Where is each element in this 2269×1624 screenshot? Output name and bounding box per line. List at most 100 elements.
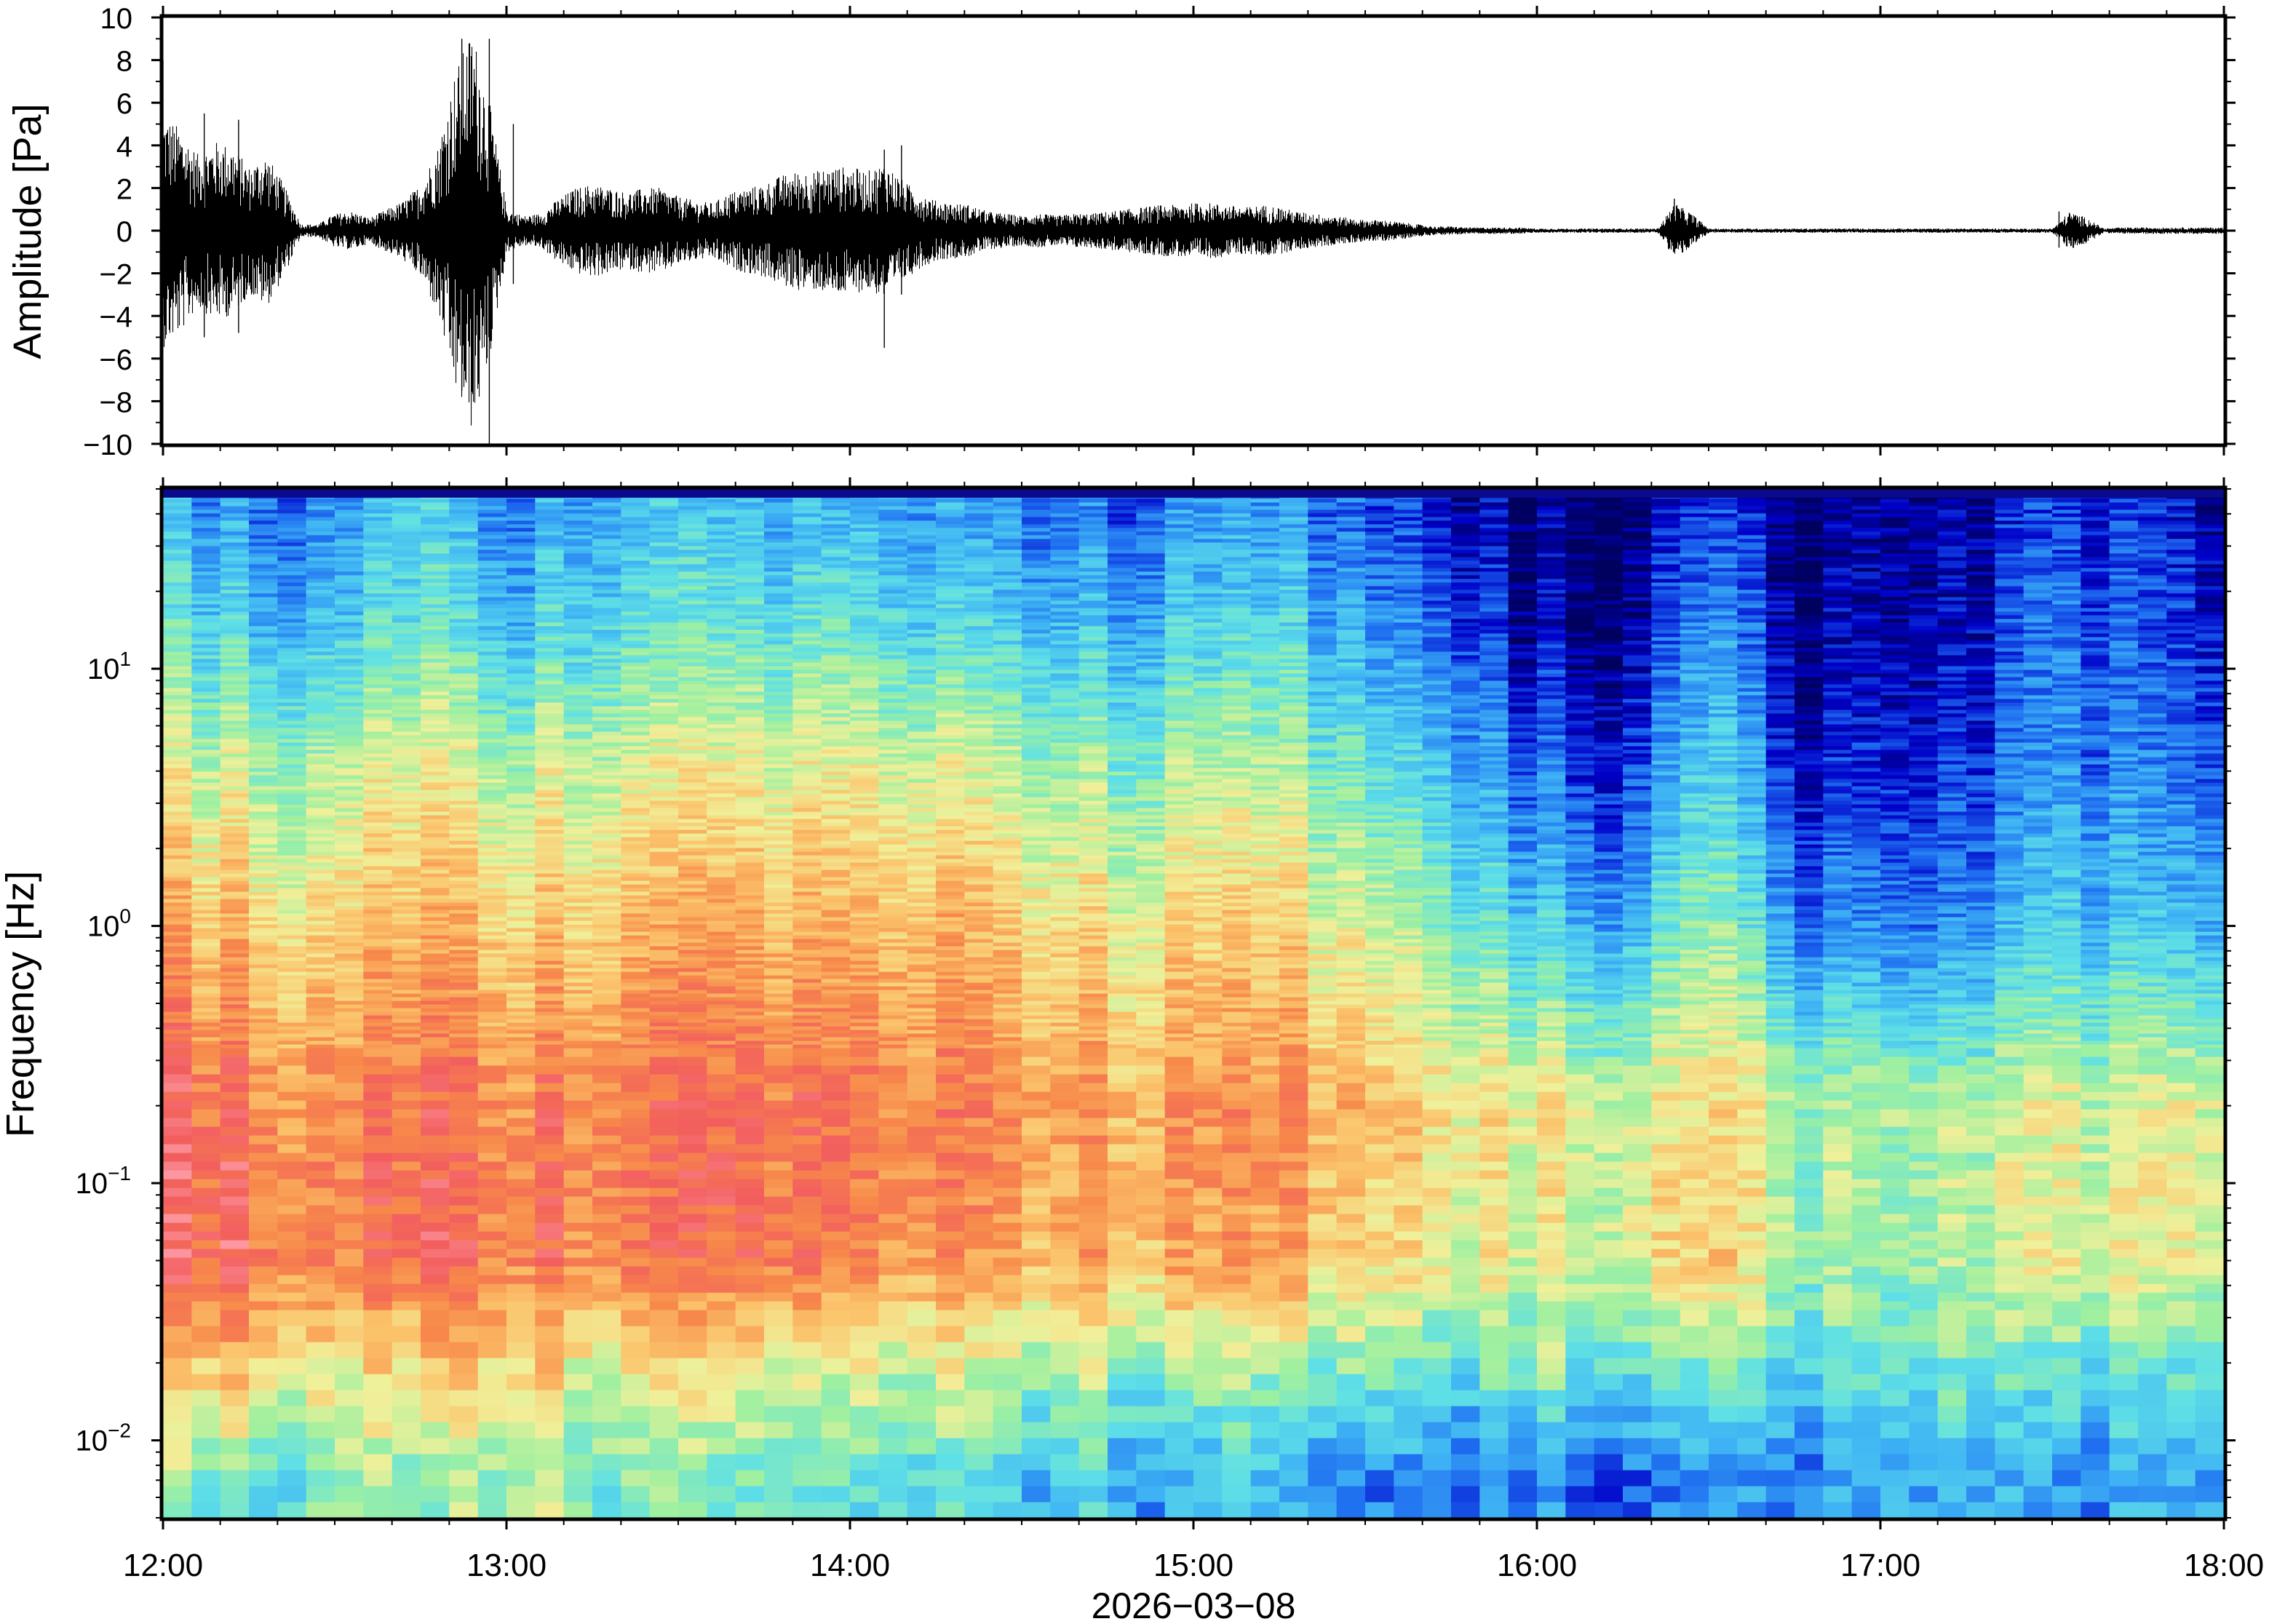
spectrogram-cell [735, 1026, 765, 1030]
spectrogram-cell [392, 757, 421, 761]
spectrogram-cell [421, 538, 450, 543]
spectrogram-cell [563, 531, 593, 536]
spectrogram-cell [449, 648, 479, 652]
spectrogram-cell [249, 608, 278, 612]
spectrogram-cell [678, 975, 707, 979]
spectrogram-cell [449, 786, 479, 790]
spectrogram-cell [449, 673, 479, 677]
spectrogram-cell [249, 1438, 278, 1454]
spectrogram-cell [249, 517, 278, 521]
spectrogram-cell [621, 615, 651, 619]
spectrogram-cell [363, 1454, 393, 1470]
spectrogram-cell [249, 757, 278, 761]
spectrogram-cell [335, 1342, 364, 1358]
spectrogram-cell [850, 968, 879, 972]
spectrogram-cell [506, 1292, 536, 1302]
spectrogram-cell [220, 1301, 250, 1310]
spectrogram-cell [477, 531, 507, 536]
spectrogram-cell [477, 582, 507, 586]
spectrogram-cell [649, 877, 679, 881]
spectrogram-cell [735, 1044, 765, 1048]
spectrogram-cell [506, 669, 536, 674]
spectrogram-cell [335, 553, 364, 557]
spectrogram-cell [506, 517, 536, 521]
spectrogram-cell [649, 833, 679, 837]
spectrogram-cell [449, 557, 479, 561]
spectrogram-cell [592, 728, 621, 732]
spectrogram-cell [621, 684, 651, 688]
spectrogram-cell [792, 538, 822, 543]
spectrogram-cell [335, 1026, 364, 1030]
spectrogram-cell [163, 731, 192, 736]
spectrogram-cell [163, 1161, 192, 1171]
spectrogram-cell [649, 655, 679, 659]
spectrogram-cell [735, 600, 765, 605]
spectrogram-cell [735, 731, 765, 736]
spectrogram-cell [535, 829, 565, 834]
spectrogram-cell [621, 535, 651, 539]
spectrogram-cell [191, 728, 221, 732]
spectrogram-cell [792, 1358, 822, 1374]
spectrogram-cell [392, 771, 421, 776]
spectrogram-cell [649, 1083, 679, 1092]
spectrogram-cell [191, 724, 221, 728]
spectrogram-cell [707, 986, 736, 990]
spectrogram-cell [449, 979, 479, 983]
spectrogram-cell [392, 1301, 421, 1310]
spectrogram-cell [649, 1030, 679, 1034]
spectrogram-cell [392, 906, 421, 910]
spectrogram-cell [277, 640, 307, 645]
spectrogram-cell [563, 902, 593, 907]
spectrogram-cell [764, 1196, 793, 1206]
spectrogram-cell [306, 1438, 335, 1454]
spectrogram-cell [735, 513, 765, 517]
spectrogram-cell [306, 618, 335, 623]
spectrogram-cell [392, 553, 421, 557]
spectrogram-cell [563, 717, 593, 721]
spectrogram-cell [249, 1187, 278, 1197]
spectrogram-cell [592, 837, 621, 841]
spectrogram-cell [421, 1249, 450, 1258]
spectrogram-cell [764, 1118, 793, 1127]
spectrogram-cell [191, 546, 221, 550]
spectrogram-cell [477, 669, 507, 674]
spectrogram-cell [735, 855, 765, 859]
spectrogram-cell [621, 1266, 651, 1275]
spectrogram-cell [163, 804, 192, 808]
spectrogram-cell [764, 1249, 793, 1258]
spectrogram-cell [850, 979, 879, 983]
spectrogram-cell [220, 535, 250, 539]
spectrogram-cell [764, 513, 793, 517]
spectrogram-cell [191, 760, 221, 765]
spectrogram-cell [163, 1301, 192, 1310]
spectrogram-cell [506, 608, 536, 612]
spectrogram-cell [306, 895, 335, 899]
spectrogram-cell [335, 746, 364, 750]
spectrogram-cell [563, 757, 593, 761]
spectrogram-cell [220, 626, 250, 630]
spectrogram-cell [678, 1135, 707, 1145]
spectrogram-cell [306, 691, 335, 696]
spectrogram-cell [449, 851, 479, 856]
spectrogram-cell [735, 691, 765, 696]
spectrogram-cell [850, 1083, 879, 1092]
spectrogram-cell [621, 771, 651, 776]
spectrogram-cell [621, 604, 651, 608]
spectrogram-cell [764, 553, 793, 557]
spectrogram-cell [792, 717, 822, 721]
spectrogram-cell [678, 651, 707, 656]
spectrogram-cell [506, 1502, 536, 1518]
spectrogram-cell [535, 760, 565, 765]
spectrogram-cell [249, 946, 278, 950]
spectrogram-cell [249, 524, 278, 528]
spectrogram-cell [792, 815, 822, 819]
spectrogram-cell [163, 1390, 192, 1406]
spectrogram-cell [449, 1438, 479, 1454]
spectrogram-cell [592, 797, 621, 801]
spectrogram-cell [678, 1187, 707, 1197]
spectrogram-cell [191, 888, 221, 892]
spectrogram-cell [764, 851, 793, 856]
spectrogram-image [163, 489, 2224, 1518]
spectrogram-cell [792, 1048, 822, 1057]
spectrogram-cell [392, 808, 421, 812]
